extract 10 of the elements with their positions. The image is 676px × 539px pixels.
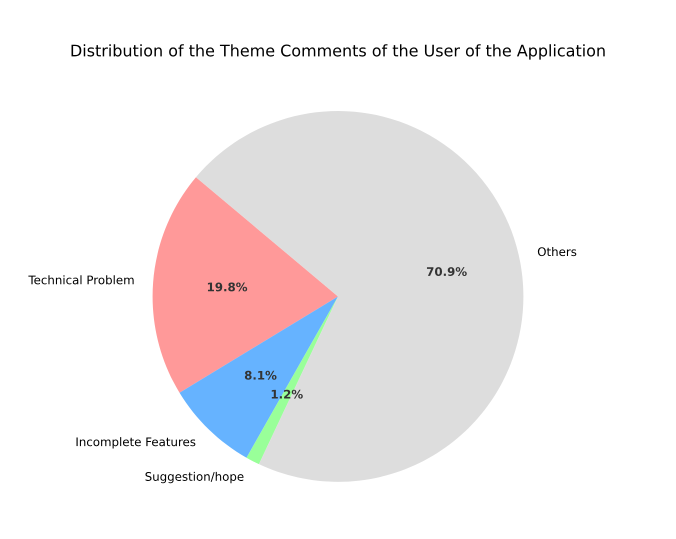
data-label: 19.8% <box>208 282 248 292</box>
slice-label: Suggestion/hope <box>145 472 244 484</box>
data-label: 1.2% <box>272 390 303 399</box>
data-label: 8.1% <box>244 370 277 380</box>
pie-slice <box>246 296 338 464</box>
slice-label: Technical Problem <box>28 275 134 284</box>
data-label: 70.9% <box>426 267 467 276</box>
slice-label: Incomplete Features <box>76 437 196 449</box>
slice-label: Others <box>538 247 576 256</box>
chart-title: Distribution of the Theme Comments of the User of the Application <box>72 44 605 60</box>
